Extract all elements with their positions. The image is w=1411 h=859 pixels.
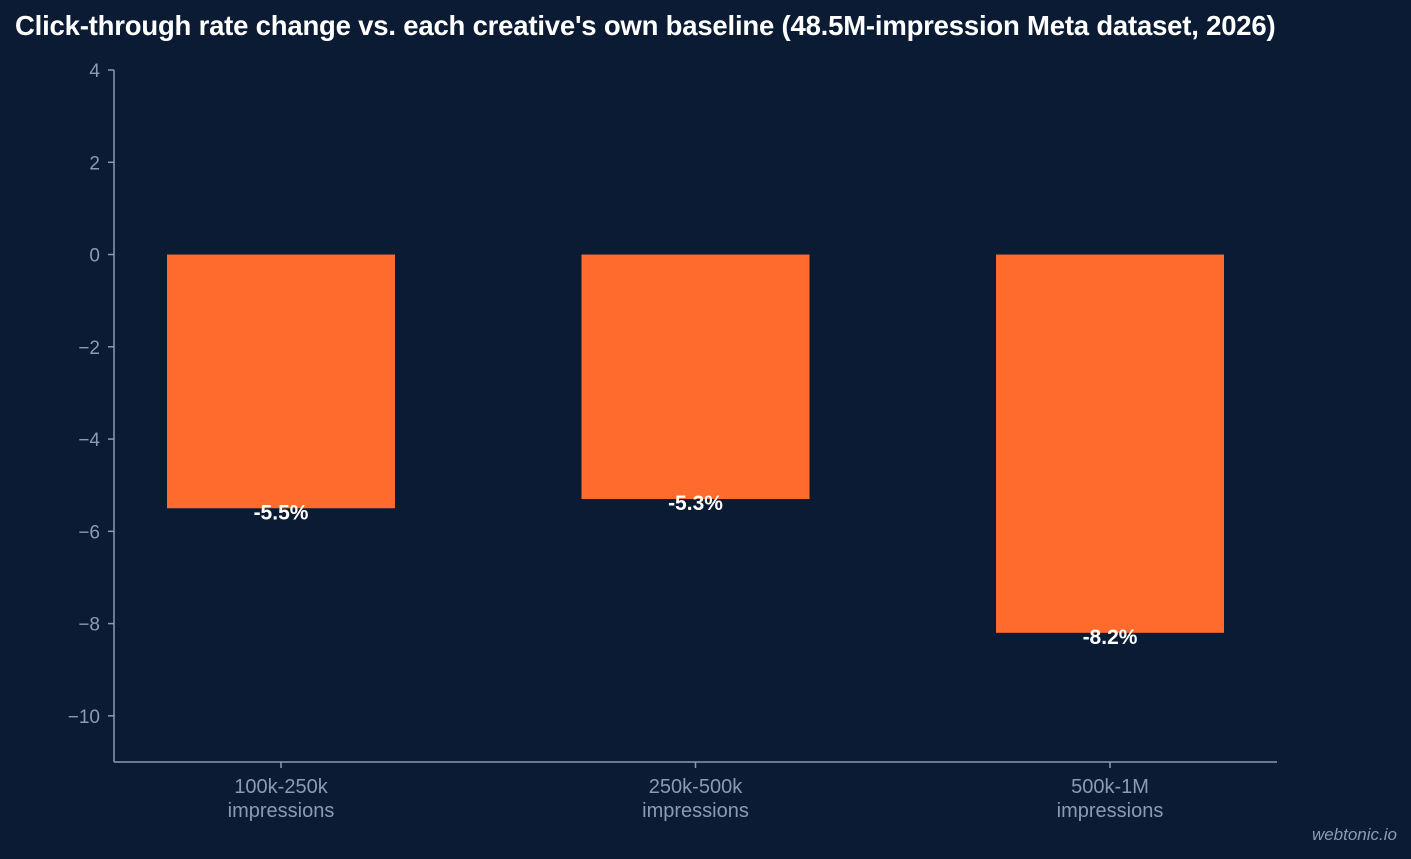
- x-tick-label: impressions: [1057, 800, 1164, 822]
- x-tick-label: 500k-1M: [1071, 776, 1149, 798]
- y-tick-label: 2: [89, 153, 100, 174]
- y-tick-label: −10: [68, 707, 100, 728]
- data-label: -8.2%: [1083, 626, 1138, 649]
- data-label: -5.3%: [668, 492, 723, 515]
- axes-layer: [108, 69, 1277, 768]
- y-tick-label: −2: [78, 338, 100, 359]
- bar-2: [581, 254, 810, 500]
- labels-layer: 420−2−4−6−8−10100k-250kimpressions250k-5…: [68, 61, 1164, 822]
- y-tick-label: 0: [89, 246, 100, 267]
- data-label: -5.5%: [254, 501, 309, 524]
- x-tick-label: impressions: [642, 800, 749, 822]
- x-tick-label: 250k-500k: [649, 776, 743, 798]
- watermark: webtonic.io: [1311, 825, 1397, 844]
- y-tick-label: −4: [78, 430, 100, 451]
- x-tick-label: 100k-250k: [234, 776, 328, 798]
- chart-title: Click-through rate change vs. each creat…: [15, 10, 1276, 41]
- bar-3: [996, 254, 1224, 633]
- y-tick-label: 4: [89, 61, 100, 82]
- y-tick-label: −6: [78, 522, 100, 543]
- x-tick-label: impressions: [228, 800, 335, 822]
- y-tick-label: −8: [78, 615, 100, 636]
- bar-1: [167, 254, 395, 509]
- bars-layer: [167, 254, 1224, 633]
